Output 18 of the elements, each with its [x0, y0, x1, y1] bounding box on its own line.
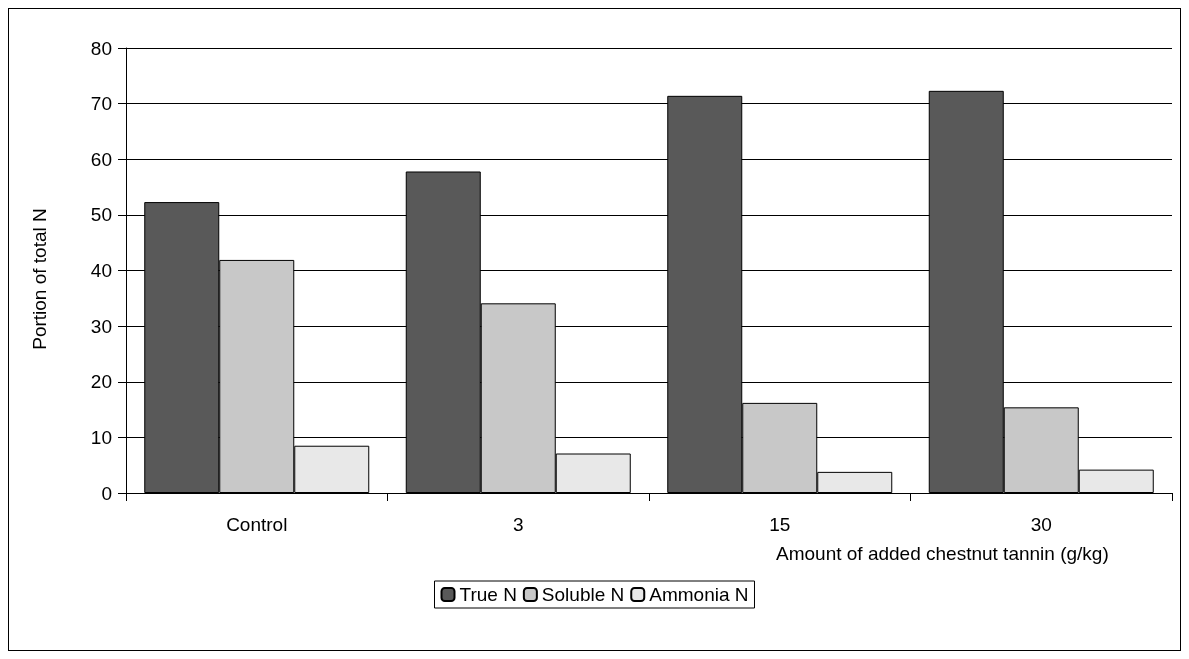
y-tick-label: 20 — [90, 371, 112, 393]
y-tick-label: 10 — [90, 426, 112, 448]
x-tick-label: 30 — [1030, 514, 1052, 535]
y-tick-label: 50 — [90, 204, 112, 226]
y-tick-label: 30 — [90, 315, 112, 337]
y-tick-label: 40 — [90, 260, 112, 281]
y-tick-label: 60 — [90, 148, 112, 170]
x-tick-label: 3 — [512, 514, 524, 535]
legend-label: Ammonia N — [649, 584, 749, 605]
y-axis-title: Portion of total N — [28, 208, 50, 350]
x-axis-title: Amount of added chestnut tannin (g/kg) — [776, 543, 1109, 564]
y-tick-label: 80 — [90, 37, 112, 59]
y-tick-label: 70 — [90, 93, 112, 115]
x-tick-label: Control — [226, 514, 288, 535]
x-tick-label: 15 — [769, 514, 791, 535]
y-tick-label: 0 — [101, 482, 112, 504]
legend-label: True N — [459, 584, 517, 605]
legend-label: Soluble N — [541, 584, 625, 605]
